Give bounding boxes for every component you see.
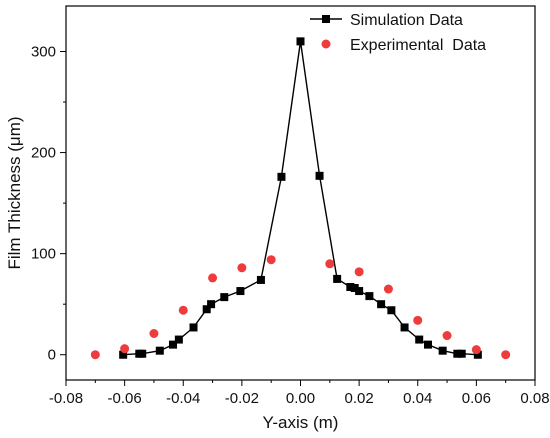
- legend-simulation-label: Simulation Data: [350, 12, 463, 29]
- experimental-point: [413, 315, 423, 325]
- x-tick-label: -0.02: [225, 390, 259, 407]
- y-axis-title: Film Thickness (μm): [5, 116, 24, 269]
- experimental-point: [178, 305, 188, 315]
- simulation-point: [256, 275, 265, 284]
- simulation-point: [438, 346, 447, 355]
- x-tick-label: 0.08: [520, 390, 549, 407]
- simulation-point: [387, 306, 396, 315]
- simulation-point: [168, 340, 177, 349]
- simulation-point: [350, 284, 359, 293]
- experimental-point: [325, 259, 335, 269]
- simulation-point: [355, 287, 364, 296]
- experimental-point: [354, 267, 364, 277]
- simulation-point: [315, 171, 324, 180]
- y-tick-label: 0: [48, 347, 56, 364]
- simulation-point: [346, 283, 355, 292]
- x-tick-label: 0.06: [462, 390, 491, 407]
- series-simulation: [119, 37, 482, 359]
- experimental-point: [383, 284, 393, 294]
- simulation-line: [123, 41, 478, 356]
- axis-ticks: -0.08 -0.06 -0.04 -0.02 0.00 0.02 0.04 0.06 0.08…: [31, 43, 550, 407]
- simulation-point: [119, 350, 128, 359]
- simulation-point: [277, 172, 286, 181]
- experimental-point: [208, 273, 218, 283]
- simulation-point: [138, 349, 147, 358]
- plot-border: [65, 5, 536, 381]
- experimental-point: [501, 350, 511, 360]
- simulation-point: [220, 293, 229, 302]
- legend-experimental-marker: [321, 39, 331, 49]
- y-tick-label: 200: [31, 145, 56, 162]
- x-tick-label: -0.04: [166, 390, 200, 407]
- x-tick-label: 0.04: [403, 390, 432, 407]
- x-tick-label: 0.02: [345, 390, 374, 407]
- experimental-point: [237, 263, 247, 273]
- x-tick-label: -0.06: [108, 390, 142, 407]
- experimental-point: [442, 331, 452, 341]
- y-tick-label: 100: [31, 246, 56, 263]
- simulation-point: [365, 292, 374, 301]
- simulation-point: [473, 350, 482, 359]
- x-axis-title: Y-axis (m): [263, 413, 339, 432]
- simulation-point: [155, 346, 164, 355]
- simulation-point: [453, 349, 462, 358]
- plot-area: [65, 5, 536, 381]
- experimental-point: [149, 329, 159, 339]
- simulation-point: [207, 300, 216, 309]
- legend: Simulation Data Experimental Data: [310, 12, 486, 54]
- experimental-point: [90, 350, 100, 360]
- legend-experimental-label: Experimental Data: [350, 37, 486, 54]
- simulation-point: [377, 300, 386, 309]
- simulation-point: [333, 274, 342, 283]
- simulation-point: [400, 323, 409, 332]
- simulation-point: [189, 323, 198, 332]
- x-tick-label: -0.08: [49, 390, 83, 407]
- x-tick-label: 0.00: [286, 390, 315, 407]
- simulation-point: [296, 37, 305, 46]
- simulation-point: [424, 340, 433, 349]
- simulation-point: [457, 349, 466, 358]
- y-tick-label: 300: [31, 43, 56, 60]
- series-experimental: [90, 255, 511, 360]
- experimental-point: [120, 344, 130, 354]
- simulation-point: [236, 287, 245, 296]
- experimental-point: [266, 255, 276, 265]
- simulation-point: [415, 335, 424, 344]
- simulation-point: [202, 305, 211, 314]
- legend-simulation-marker: [322, 15, 330, 23]
- simulation-point: [174, 335, 183, 344]
- experimental-point: [471, 345, 481, 355]
